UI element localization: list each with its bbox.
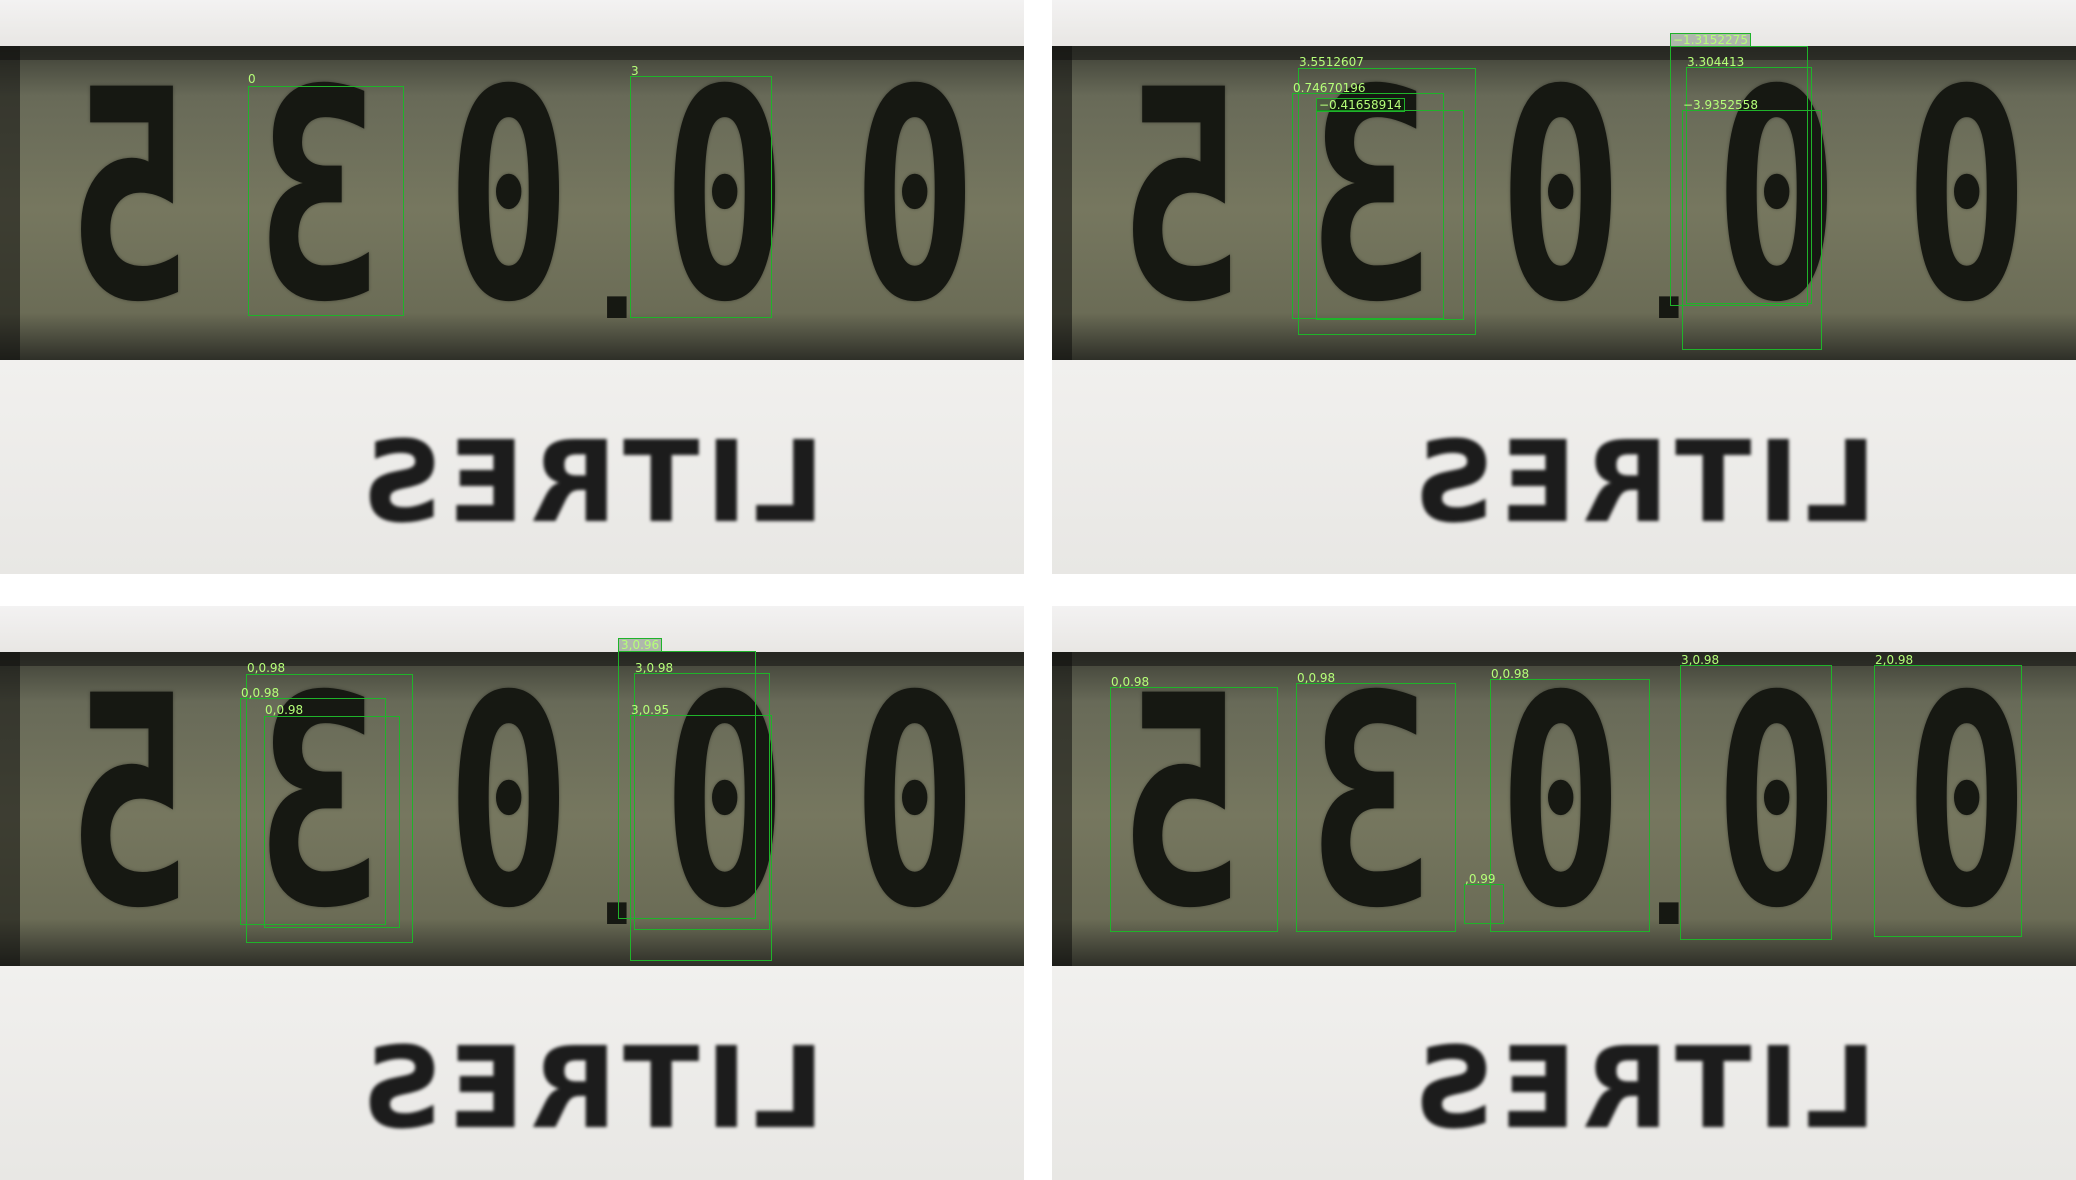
detection-label: 3,0.98: [1681, 653, 1720, 667]
detection-label: 3,0.98: [635, 661, 674, 675]
lcd-digit: 0: [445, 29, 572, 366]
panel-bottom-card: [1052, 966, 2076, 1180]
detection-box: [1490, 679, 1650, 932]
lcd-display: [1052, 652, 2076, 966]
lcd-display: [0, 46, 1024, 360]
detection-label: 0,0.98: [1297, 671, 1336, 685]
lcd-digit: 5: [66, 29, 193, 366]
detection-box: [630, 715, 772, 961]
detection-label: 3,0.95: [631, 703, 670, 717]
unit-label: LITRES: [1407, 418, 1877, 548]
detection-box: [1874, 665, 2022, 937]
detection-box: [1686, 67, 1812, 304]
lcd-digit: 0: [1497, 29, 1624, 366]
photo-panel-bottom-left: 0 0 . 0 3 5 LITRES 0,0.98 0,0.98 0,0.98 …: [0, 606, 1024, 1180]
detection-label: ,0.99: [1465, 872, 1496, 886]
detection-label: 3.304413: [1687, 55, 1745, 69]
lcd-digits: 0 0 . 0 3 5: [1094, 29, 2054, 366]
unit-label: LITRES: [355, 1024, 825, 1154]
lcd-digit: 0: [445, 635, 572, 972]
panel-bottom-card: [0, 966, 1024, 1180]
detection-box: [1110, 687, 1278, 932]
lcd-digit: 0: [851, 635, 978, 972]
detection-label: 0,0.98: [1491, 667, 1530, 681]
detection-label: 0,0.98: [241, 686, 280, 700]
photo-panel-top-right: 0 0 . 0 3 5 LITRES 3.5512607 0.74670196 …: [1052, 0, 2076, 574]
unit-label: LITRES: [355, 418, 825, 548]
detection-box: [1292, 93, 1444, 319]
detection-label: 0,0.98: [247, 661, 286, 675]
detection-box: [240, 698, 386, 925]
detection-label: 0,0.98: [1111, 675, 1150, 689]
detection-box: [630, 76, 772, 318]
detection-box: [1296, 683, 1456, 932]
detection-box: [246, 674, 413, 943]
detection-label: −1.3152275: [1670, 33, 1751, 47]
lcd-digits: 0 0 . 0 3 5: [42, 635, 1002, 972]
detection-label: −3.9352558: [1683, 98, 1758, 112]
detection-box: [1298, 68, 1476, 335]
lcd-display: [1052, 46, 2076, 360]
detection-box: [1682, 110, 1822, 350]
detection-label: 0.74670196: [1293, 81, 1366, 95]
detection-box: [1316, 110, 1464, 320]
detection-label: 0: [248, 72, 256, 86]
detection-box: [248, 86, 404, 316]
unit-label: LITRES: [1407, 1024, 1877, 1154]
detection-box: [1680, 665, 1832, 940]
detection-label: 0,0.98: [265, 703, 304, 717]
lcd-digit: 0: [1903, 29, 2030, 366]
detection-box: [264, 716, 400, 928]
detection-box: [1464, 884, 1504, 924]
detection-box: [618, 651, 756, 919]
lcd-digit: 0: [851, 29, 978, 366]
lcd-display: [0, 652, 1024, 966]
detection-label: −0.41658914: [1316, 98, 1405, 112]
panel-bottom-card: [1052, 360, 2076, 574]
photo-panel-top-left: 0 0 . 0 3 5 LITRES 0 3: [0, 0, 1024, 574]
lcd-digits: 0 0 . 0 3 5: [42, 29, 1002, 366]
detection-box: [634, 673, 770, 930]
lcd-digit: 5: [1118, 29, 1245, 366]
lcd-digit: 5: [66, 635, 193, 972]
detection-label: 3,0.96: [618, 638, 663, 652]
panel-bottom-card: [0, 360, 1024, 574]
photo-panel-bottom-right: 0 0 . 0 3 5 LITRES 0,0.98 0,0.98 0,0.98 …: [1052, 606, 2076, 1180]
detection-label: 3.5512607: [1299, 55, 1364, 69]
detection-label: 3: [631, 64, 639, 78]
detection-label: 2,0.98: [1875, 653, 1914, 667]
